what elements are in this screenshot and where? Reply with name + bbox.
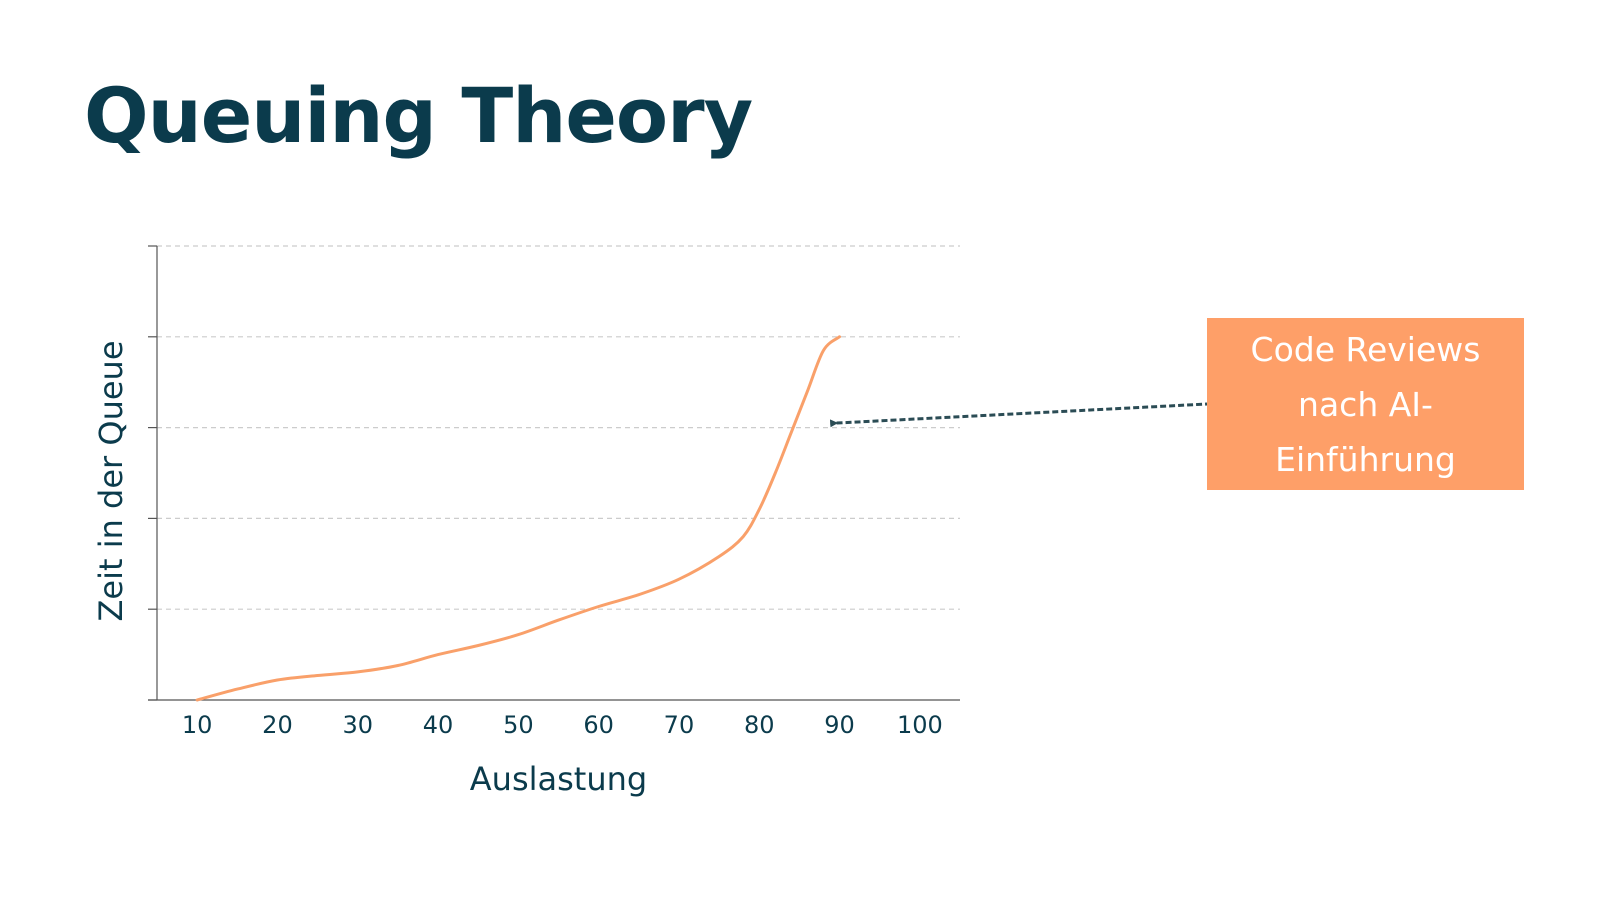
x-tick-label: 50: [503, 711, 534, 739]
grid-layer: [157, 245, 960, 610]
x-tick-label: 90: [824, 711, 855, 739]
x-tick-label: 30: [342, 711, 373, 739]
x-tick-label: 40: [423, 711, 454, 739]
x-axis-title: Auslastung: [470, 760, 647, 798]
x-tick-label: 70: [664, 711, 695, 739]
x-tick-label: 60: [583, 711, 614, 739]
annotation-callout: Code Reviews nach AI-Einführung: [1207, 318, 1524, 490]
series-line: [195, 335, 841, 702]
x-tick-label: 80: [744, 711, 775, 739]
slide-title: Queuing Theory: [84, 71, 753, 160]
x-tick-label: 100: [897, 711, 943, 739]
x-tick-label: 20: [262, 711, 293, 739]
annotation-arrow: [829, 402, 1208, 428]
x-tick-label: 10: [182, 711, 213, 739]
tick-labels: 10 20 30 40 50 60 70 80 90 100: [182, 711, 943, 739]
axes-layer: [148, 245, 960, 701]
y-axis-title: Zeit in der Queue: [92, 340, 130, 621]
annotation-text: Code Reviews nach AI-Einführung: [1250, 329, 1481, 479]
